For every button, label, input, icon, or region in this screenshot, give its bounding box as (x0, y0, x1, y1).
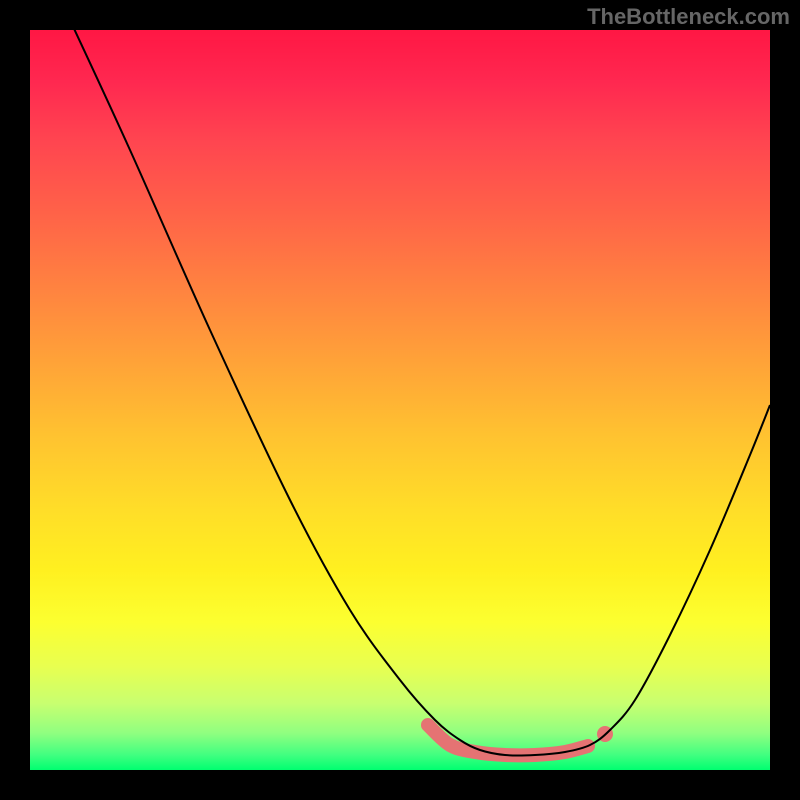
bottleneck-chart (30, 30, 770, 770)
chart-background (30, 30, 770, 770)
watermark-text: TheBottleneck.com (587, 4, 790, 30)
